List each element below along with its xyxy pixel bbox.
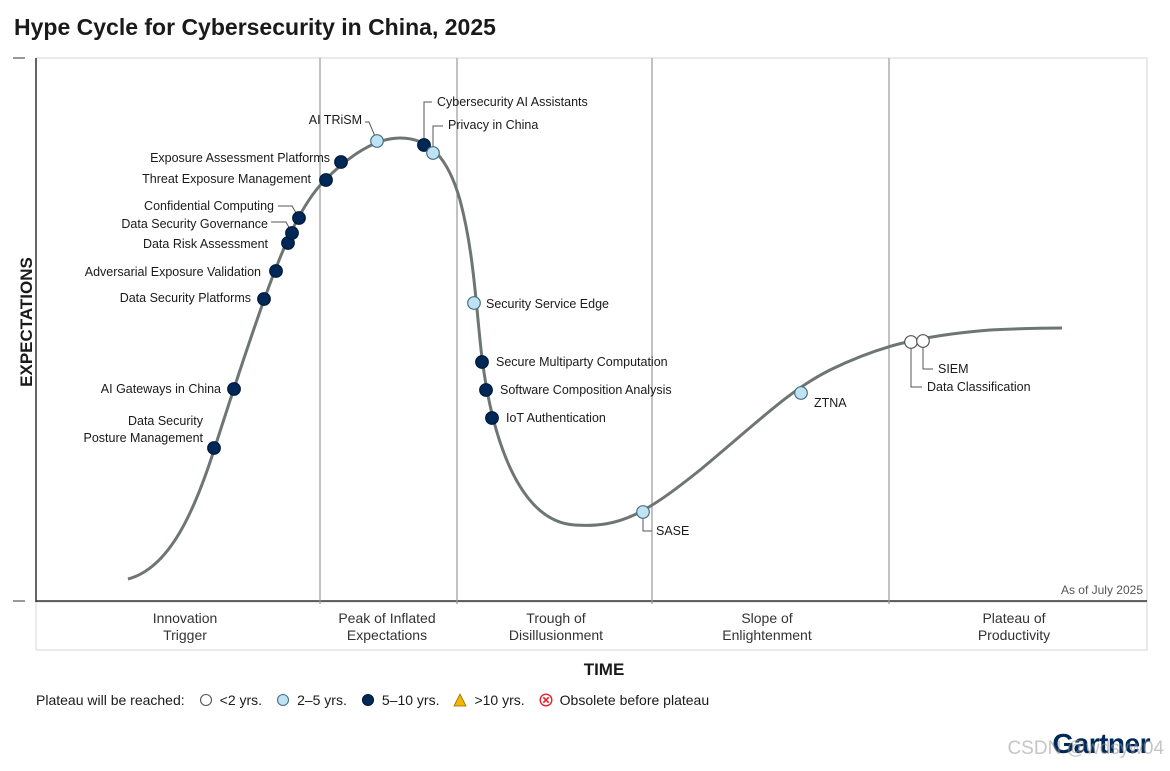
point-secure-multiparty-computation[interactable]: Secure Multiparty Computation [475,355,489,369]
hype-curve [127,136,1063,581]
point-ai-gateways-in-china[interactable]: AI Gateways in China [227,382,241,396]
label-sase: SASE [656,524,689,538]
point-data-security-platforms[interactable]: Data Security Platforms [257,292,271,306]
label-secure-multiparty-computation: Secure Multiparty Computation [496,355,668,369]
point-adversarial-exposure-validation[interactable]: Adversarial Exposure Validation [269,264,283,278]
legend: Plateau will be reached: <2 yrs. 2–5 yrs.… [36,690,709,710]
leader-cybersecurity-ai-assistants [423,101,432,145]
chart-title: Hype Cycle for Cybersecurity in China, 2… [14,14,496,40]
legend-item-2-yrs: <2 yrs. [199,692,262,708]
label-data-security-platforms: Data Security Platforms [120,291,251,305]
point-exposure-assessment-platforms[interactable]: Exposure Assessment Platforms [334,155,348,169]
plot-frame [13,57,1148,651]
label-data-security-posture-management: Data Security Posture Management [83,414,203,445]
label-iot-authentication: IoT Authentication [506,411,606,425]
label-data-security-governance: Data Security Governance [121,217,268,231]
point-cybersecurity-ai-assistants[interactable]: Cybersecurity AI Assistants [417,138,431,152]
phase-label-innovation-trigger: Innovation Trigger [153,610,218,643]
as-of-date: As of July 2025 [1061,583,1143,597]
point-software-composition-analysis[interactable]: Software Composition Analysis [479,383,493,397]
phase-dividers [319,58,890,604]
watermark: CSDN @wdsyw04 [1007,738,1164,759]
label-ai-gateways-in-china: AI Gateways in China [101,382,221,396]
point-threat-exposure-management[interactable]: Threat Exposure Management [319,173,333,187]
point-data-classification[interactable]: Data Classification [904,335,918,349]
legend-label: 2–5 yrs. [297,692,347,708]
label-threat-exposure-management: Threat Exposure Management [142,172,311,186]
label-confidential-computing: Confidential Computing [144,199,274,213]
phase-label-plateau-of-productivity: Plateau of Productivity [978,610,1050,643]
point-privacy-in-china[interactable]: Privacy in China [426,146,440,160]
point-siem[interactable]: SIEM [916,334,930,348]
label-exposure-assessment-platforms: Exposure Assessment Platforms [150,151,330,165]
point-security-service-edge[interactable]: Security Service Edge [467,296,481,310]
label-ztna: ZTNA [814,396,847,410]
legend-item-10-yrs: >10 yrs. [453,692,525,708]
circle-icon [199,693,212,707]
phase-labels: Innovation Trigger Peak of Inflated Expecta… [153,610,1050,643]
circle-icon [277,693,290,707]
triangle-icon [453,693,468,707]
circle-icon [361,693,374,707]
point-ai-trism[interactable]: AI TRiSM [370,134,384,148]
label-leaders [271,101,933,532]
point-data-security-posture-management[interactable]: Data Security Posture Management [207,441,221,455]
leader-privacy-in-china [432,125,443,153]
label-data-risk-assessment: Data Risk Assessment [143,237,269,251]
phase-label-peak-of-inflated-expectations: Peak of Inflated Expectations [338,610,435,643]
leader-data-classification [910,342,922,388]
label-siem: SIEM [938,362,969,376]
legend-prefix: Plateau will be reached: [36,692,185,708]
legend-item-2-5-yrs: 2–5 yrs. [276,692,347,708]
technology-points: Data Security Posture Management AI Gatew… [207,134,930,519]
point-iot-authentication[interactable]: IoT Authentication [485,411,499,425]
phase-label-slope-of-enlightenment: Slope of Enlightenment [722,610,812,643]
gartner-logo: Gartner [1052,728,1150,759]
legend-label: 5–10 yrs. [381,692,440,708]
label-ai-trism: AI TRiSM [309,113,362,127]
obsolete-x-icon [539,693,553,707]
label-adversarial-exposure-validation: Adversarial Exposure Validation [85,265,261,279]
label-privacy-in-china: Privacy in China [448,118,538,132]
legend-label: >10 yrs. [474,692,525,708]
legend-item-obsolete-before-plateau: Obsolete before plateau [539,692,709,708]
phase-label-trough-of-disillusionment: Trough of Disillusionment [509,610,603,643]
y-axis-title: EXPECTATIONS [17,257,36,387]
label-software-composition-analysis: Software Composition Analysis [500,383,672,397]
point-ztna[interactable]: ZTNA [794,386,808,400]
point-sase[interactable]: SASE [636,505,650,519]
leader-siem [922,341,933,370]
point-data-security-governance[interactable]: Data Security Governance [285,226,299,240]
legend-item-5-10-yrs: 5–10 yrs. [361,692,440,708]
label-security-service-edge: Security Service Edge [486,297,609,311]
legend-label: Obsolete before plateau [559,692,710,708]
technology-labels: Data Security Posture Management AI Gatewa… [83,95,1030,538]
x-axis-title: TIME [584,660,625,679]
legend-label: <2 yrs. [219,692,263,708]
point-confidential-computing[interactable]: Confidential Computing [292,211,306,225]
label-data-classification: Data Classification [927,380,1031,394]
label-cybersecurity-ai-assistants: Cybersecurity AI Assistants [437,95,588,109]
